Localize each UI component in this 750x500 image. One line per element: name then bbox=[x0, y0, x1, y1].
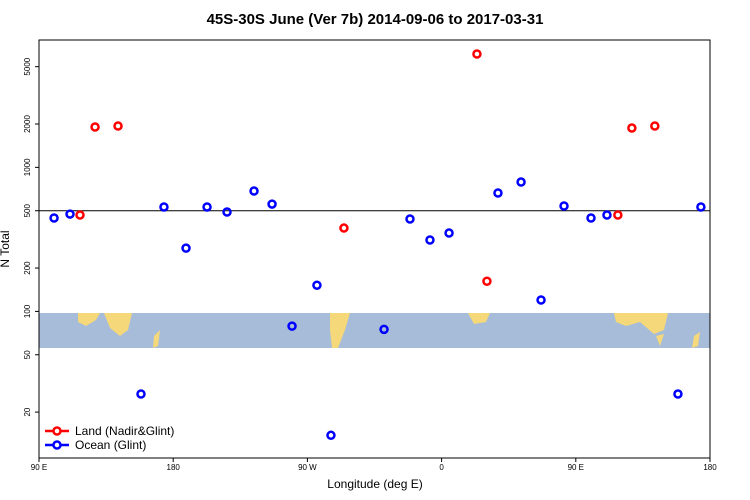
point bbox=[673, 389, 683, 399]
x-axis-label: Longitude (deg E) bbox=[327, 477, 422, 491]
y-tick-label: 500 bbox=[23, 204, 32, 218]
x-tick-label: 0 bbox=[439, 463, 444, 472]
point bbox=[650, 121, 660, 131]
legend-marker bbox=[52, 426, 62, 436]
point bbox=[249, 186, 259, 196]
y-tick-label: 50 bbox=[23, 350, 32, 359]
y-tick-label: 5000 bbox=[23, 57, 32, 75]
point bbox=[287, 321, 297, 331]
legend-marker bbox=[52, 440, 62, 450]
y-axis-label: N Total bbox=[0, 230, 12, 267]
point bbox=[627, 123, 637, 133]
point bbox=[696, 202, 706, 212]
point bbox=[136, 389, 146, 399]
point bbox=[202, 202, 212, 212]
x-tick-label: 90 E bbox=[31, 463, 47, 472]
y-tick-label: 2000 bbox=[23, 115, 32, 133]
point bbox=[602, 210, 612, 220]
point bbox=[222, 207, 232, 217]
y-tick-label: 1000 bbox=[23, 158, 32, 176]
point bbox=[425, 235, 435, 245]
y-tick-label: 20 bbox=[23, 407, 32, 416]
plot-frame bbox=[38, 39, 711, 459]
point bbox=[613, 210, 623, 220]
x-tick-label: 90 W bbox=[298, 463, 317, 472]
point bbox=[113, 121, 123, 131]
map-strip bbox=[39, 313, 710, 348]
point bbox=[90, 122, 100, 132]
point bbox=[405, 214, 415, 224]
legend-label: Ocean (Glint) bbox=[75, 438, 146, 452]
point bbox=[326, 430, 336, 441]
point bbox=[559, 201, 569, 211]
x-tick-label: 180 bbox=[167, 463, 181, 472]
legend-label: Land (Nadir&Glint) bbox=[75, 424, 174, 438]
point bbox=[49, 213, 59, 223]
y-tick-label: 200 bbox=[23, 261, 32, 275]
point bbox=[482, 276, 492, 286]
point bbox=[516, 177, 526, 187]
point bbox=[267, 199, 277, 209]
chart-title: 45S-30S June (Ver 7b) 2014-09-06 to 2017… bbox=[207, 11, 544, 28]
point bbox=[493, 188, 503, 198]
point bbox=[181, 243, 191, 253]
point bbox=[444, 228, 454, 238]
x-tick-label: 90 E bbox=[568, 463, 584, 472]
point bbox=[472, 49, 482, 59]
point bbox=[65, 209, 75, 219]
point bbox=[536, 295, 546, 305]
y-tick-label: 100 bbox=[23, 304, 32, 318]
point bbox=[339, 223, 349, 233]
point bbox=[586, 213, 596, 223]
point bbox=[379, 324, 389, 335]
point bbox=[159, 202, 169, 212]
point bbox=[75, 210, 85, 220]
point bbox=[312, 280, 322, 290]
x-tick-label: 180 bbox=[703, 463, 717, 472]
